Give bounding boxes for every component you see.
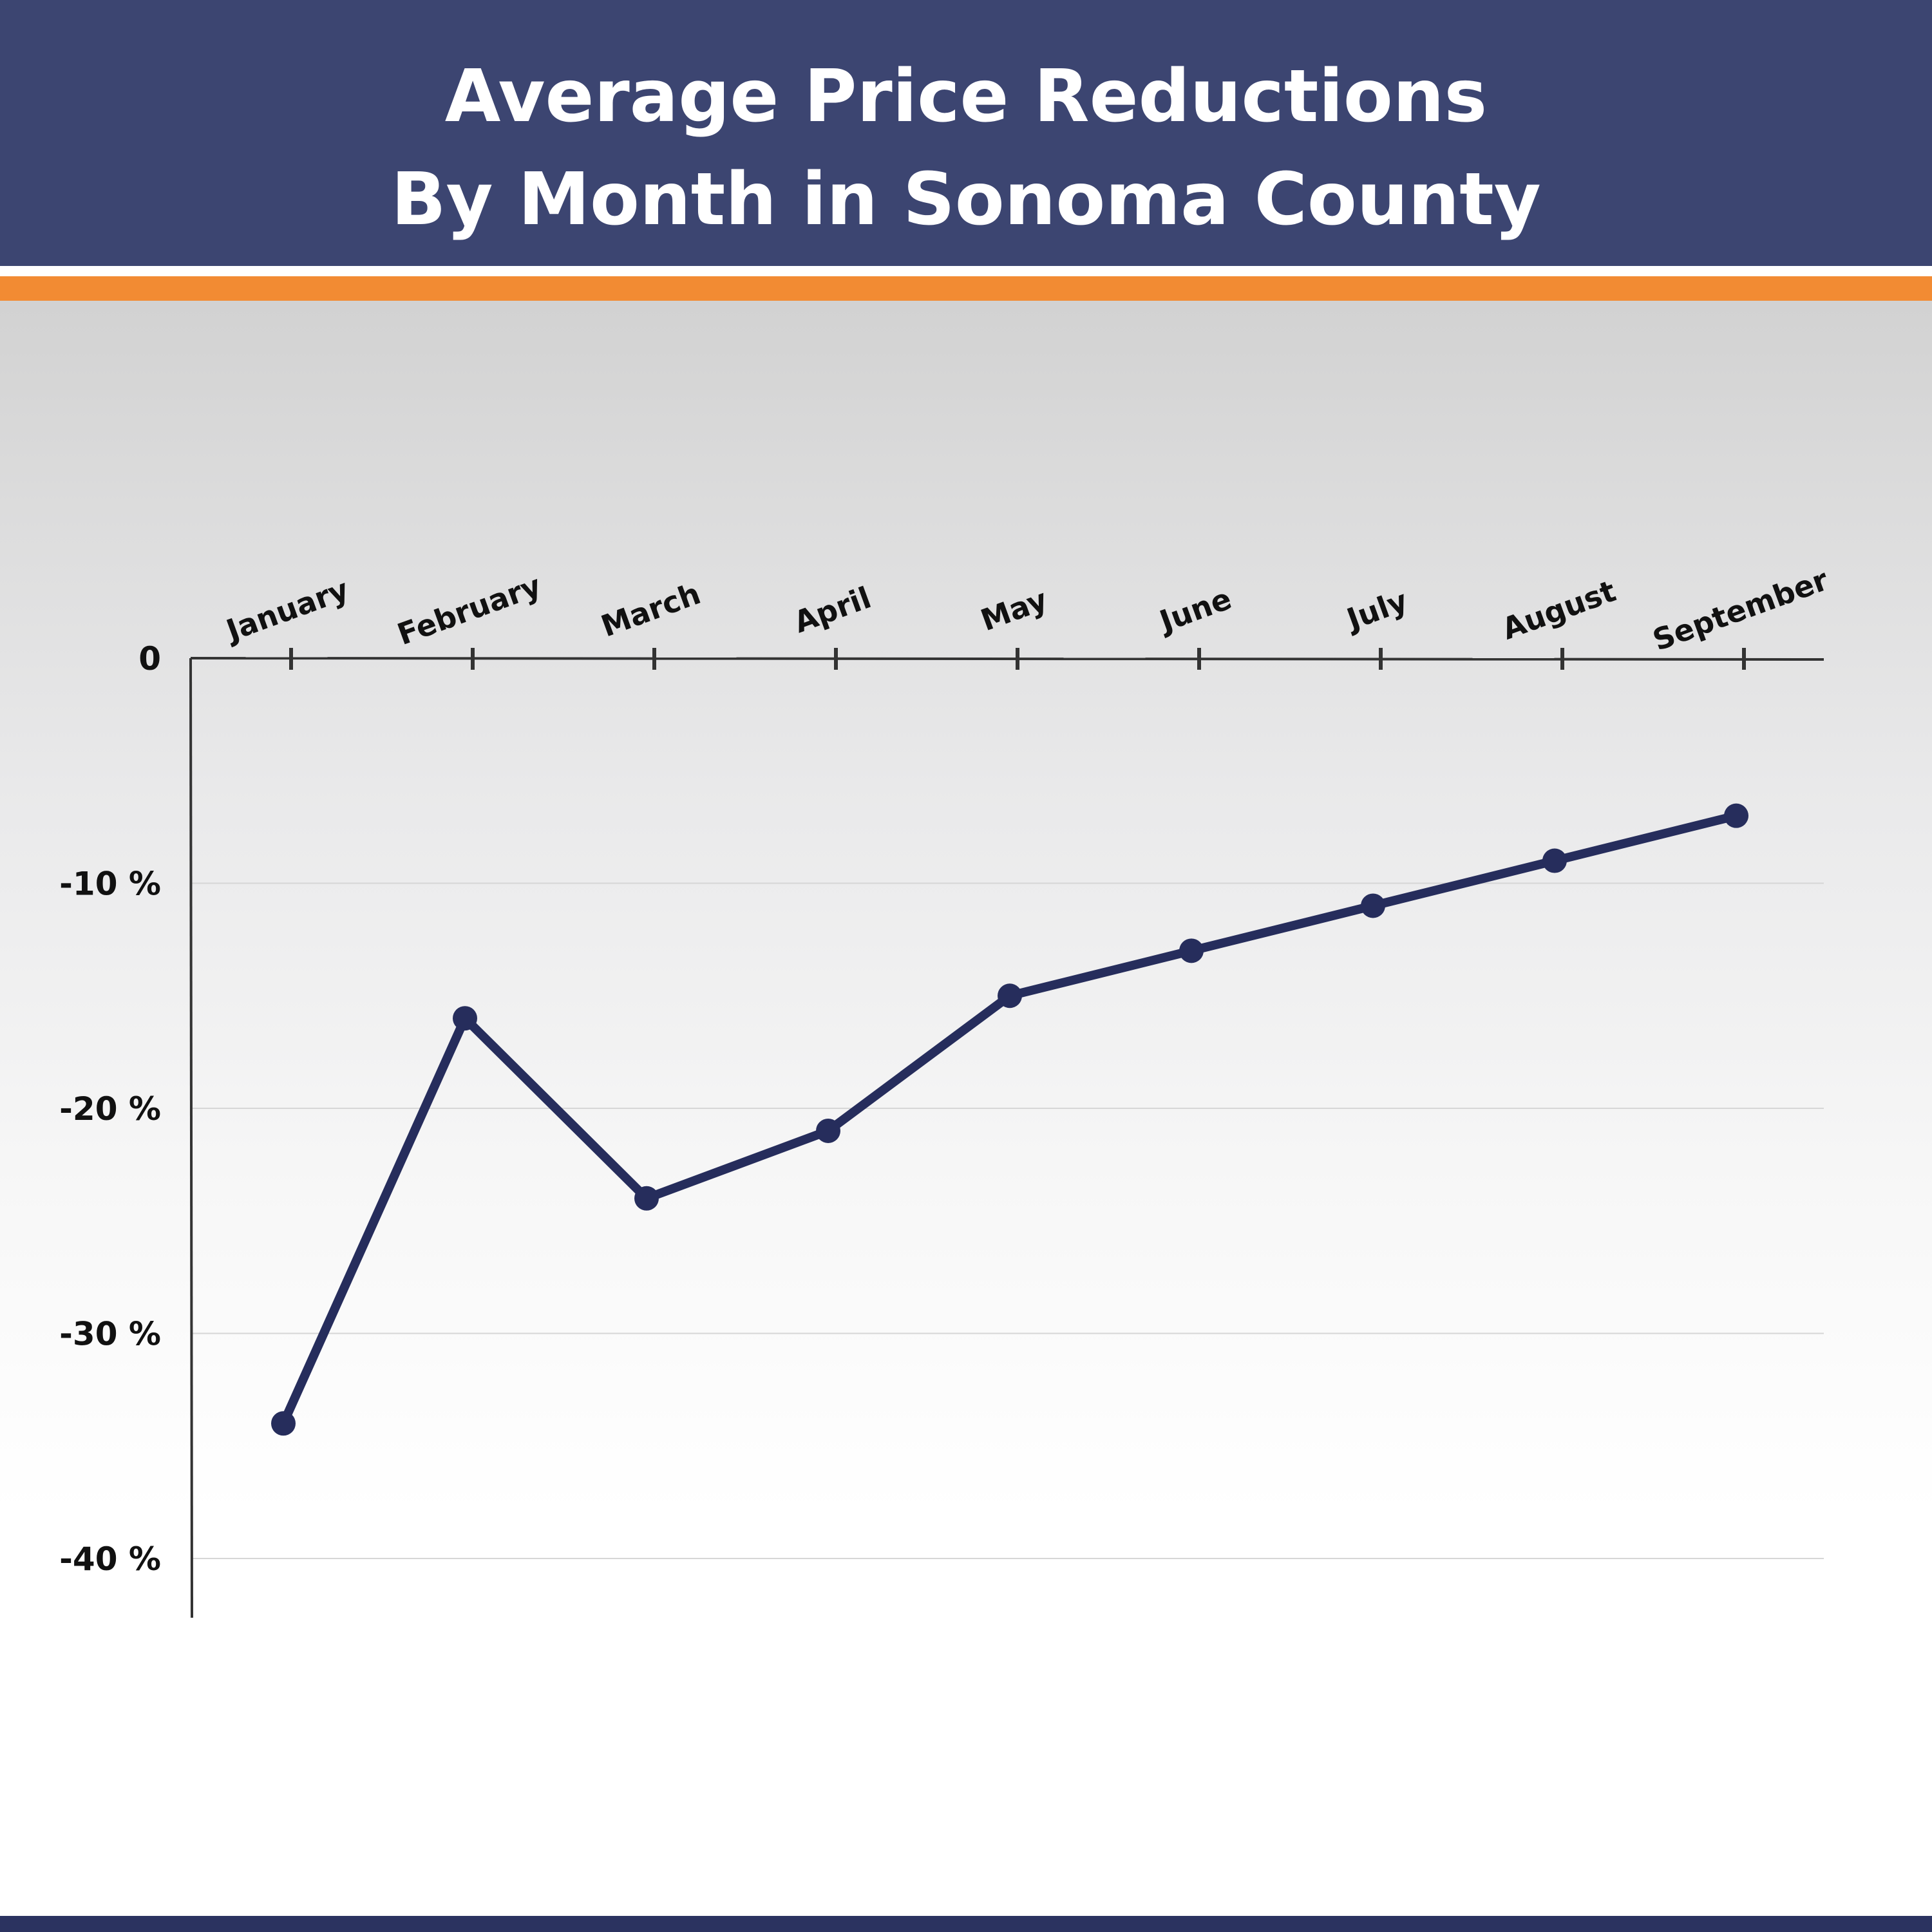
header-banner: Average Price Reductions By Month in Son… <box>0 0 1932 266</box>
x-axis-line <box>190 657 1824 661</box>
data-point <box>1542 848 1567 873</box>
y-axis-line <box>189 658 193 1618</box>
data-point <box>1179 938 1204 963</box>
data-point <box>271 1411 296 1436</box>
y-tick-label: -20 % <box>59 1090 161 1128</box>
y-tick-label: -40 % <box>59 1540 161 1578</box>
data-point <box>634 1186 659 1211</box>
x-tick-label: September <box>1648 562 1833 658</box>
chart-title-line-1: Average Price Reductions <box>444 55 1488 138</box>
data-point <box>816 1118 840 1143</box>
y-tick-label: -30 % <box>59 1316 161 1353</box>
x-tick-label: March <box>596 576 705 643</box>
data-point <box>453 1006 477 1031</box>
y-tick-label: -10 % <box>59 866 161 903</box>
grid-lines <box>191 882 1824 1559</box>
chart-title-line-2: By Month in Sonoma County <box>391 158 1541 242</box>
data-point <box>1724 803 1748 828</box>
x-tick-labels: January February March April May June July Augu… <box>220 562 1833 658</box>
x-tick-label: June <box>1153 581 1236 639</box>
axes <box>189 648 1824 1618</box>
x-tick-label: May <box>976 582 1052 638</box>
x-tick-label: February <box>393 568 545 652</box>
y-tick-label: 0 <box>138 640 161 677</box>
divider-white <box>0 266 1932 276</box>
footer-band <box>0 1916 1932 1932</box>
divider-orange <box>0 276 1932 301</box>
x-tick-label: April <box>790 580 876 640</box>
x-tick-label: January <box>220 572 354 649</box>
y-tick-labels: 0 -10 % -20 % -30 % -40 % <box>59 640 161 1578</box>
data-point <box>1361 893 1385 918</box>
x-tick-label: August <box>1497 573 1620 646</box>
series-line <box>279 811 1741 1428</box>
chart-title: Average Price Reductions By Month in Son… <box>0 45 1932 251</box>
series <box>271 803 1748 1436</box>
data-point <box>998 983 1022 1009</box>
x-tick-label: July <box>1341 583 1412 637</box>
